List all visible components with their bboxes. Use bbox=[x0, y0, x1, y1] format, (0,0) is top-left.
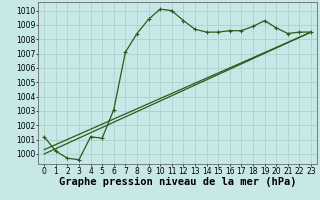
X-axis label: Graphe pression niveau de la mer (hPa): Graphe pression niveau de la mer (hPa) bbox=[59, 177, 296, 187]
